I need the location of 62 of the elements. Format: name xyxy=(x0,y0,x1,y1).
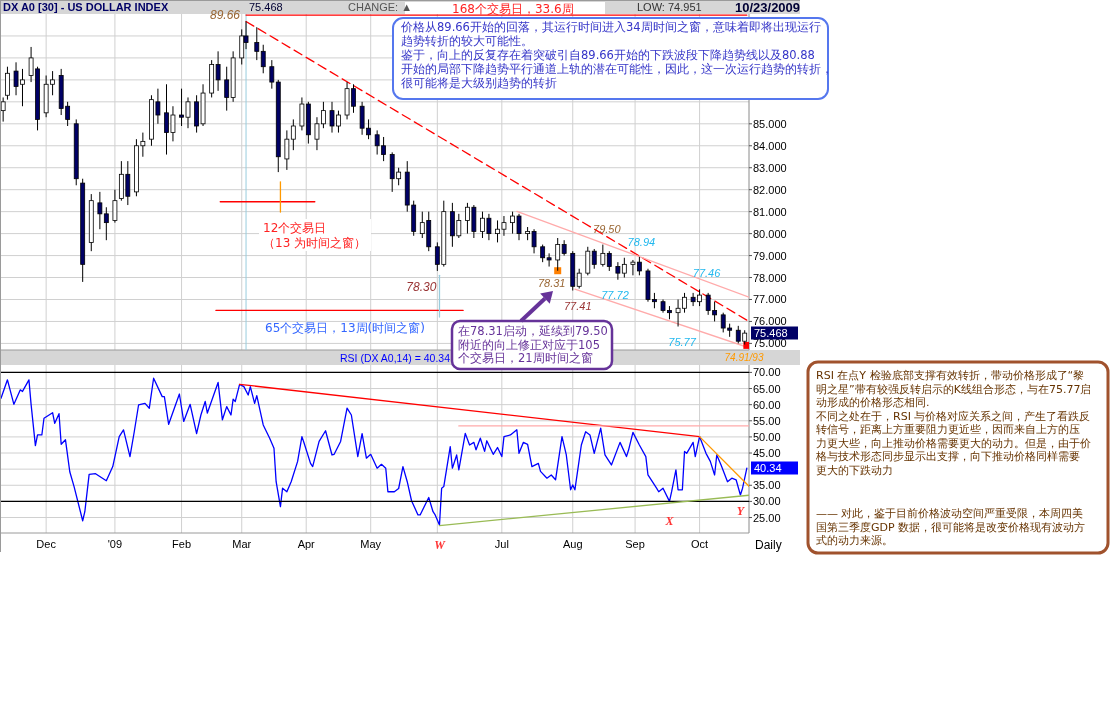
annotation: 77.41 xyxy=(563,300,592,313)
x-tick-label: Apr xyxy=(297,538,316,550)
text: RSI (DX A0,14) = 40.34 xyxy=(339,352,451,364)
annotation: 89.66 xyxy=(210,7,241,22)
annotation: 77.46 xyxy=(692,267,722,280)
x-tick-label: Jul xyxy=(494,538,509,550)
text: —— 对此，鉴于目前价格波动空间严重受限，本周四美国第三季度GDP 数据，很可能将是改变价格现有波动方式的动力来源。 xyxy=(816,507,1086,547)
line-series xyxy=(1,377,748,526)
annotation: 65个交易日，13周(时间之窗) xyxy=(265,321,425,335)
y-tick-label: 70.00 xyxy=(753,366,781,379)
y-tick-label: 25.00 xyxy=(753,511,781,524)
text: 不同之处在于，RSI 与价格对应关系之间，产生了看跌反转信号，距离上方重要阻力更近些，因而来自上方的压力更大些，向上推动价格需要更大的动力。但是，由于价格与技术形态同步显示出支撑，向下推动价格同样需要更大的下跌动力 xyxy=(815,409,1091,477)
y-tick-label: 75.000 xyxy=(753,337,787,350)
annotation: Y xyxy=(736,503,746,518)
text: LOW: 74.951 xyxy=(637,1,702,13)
annotation: 79.50 xyxy=(593,222,622,235)
text: 74.91/93 xyxy=(724,352,764,363)
text: 75.468 xyxy=(249,1,283,13)
annotation: 77.72 xyxy=(601,289,629,301)
x-tick-label: Sep xyxy=(625,538,645,550)
y-tick-label: 35.00 xyxy=(753,479,781,492)
y-tick-label: 83.000 xyxy=(753,161,787,174)
annotation: W xyxy=(434,537,447,552)
x-tick-label: Feb xyxy=(172,538,192,550)
annotation: X xyxy=(664,513,675,528)
y-tick-label: 76.000 xyxy=(753,315,787,328)
y-tick-label: 77.000 xyxy=(753,293,787,306)
annotation: 75.77 xyxy=(668,336,697,348)
annotation: 168个交易日，33.6周 xyxy=(452,2,574,16)
y-tick-label: 55.00 xyxy=(753,414,781,427)
x-tick-label: Aug xyxy=(562,538,583,550)
annotation: 78.94 xyxy=(627,235,656,248)
annotation: 鉴于，向上的反复存在着突破引自89.66开始的下跌波段下降趋势线以及80.88开始的局部下降趋势平行通道上轨的潜在可能性，因此，这一次运行趋势的转折，很可能将是大级别趋势的转折 xyxy=(401,48,833,90)
y-tick-label: 45.00 xyxy=(753,447,781,460)
y-tick-label: 65.00 xyxy=(753,382,781,395)
chart-title: DX A0 [30] - US DOLLAR INDEX xyxy=(3,1,169,13)
x-tick-label: Mar xyxy=(232,538,252,550)
text: CHANGE: ▲ xyxy=(348,1,413,13)
text: 75.468 xyxy=(754,327,788,339)
text: 40.34 xyxy=(754,462,782,474)
annotation: 78.30 xyxy=(406,279,437,294)
y-tick-label: 78.000 xyxy=(753,271,787,284)
y-tick-label: 79.000 xyxy=(753,249,787,262)
y-tick-label: 81.000 xyxy=(753,205,787,218)
annotation: 10/23/2009 xyxy=(735,0,801,15)
y-tick-label: 82.000 xyxy=(753,183,787,196)
annotation: 78.31 xyxy=(537,276,566,289)
y-tick-label: 30.00 xyxy=(753,495,781,508)
y-tick-label: 60.00 xyxy=(753,398,781,411)
annotation: 12个交易日（13 为时间之窗） xyxy=(263,221,367,250)
y-tick-label: 85.000 xyxy=(753,117,787,130)
text: Daily xyxy=(755,538,782,552)
x-tick-label: Oct xyxy=(691,538,709,550)
x-tick-label: Dec xyxy=(36,538,57,550)
annotation: 价格从89.66开始的回落，其运行时间进入34周时间之窗，意味着即将出现运行趋势转折的较大可能性。 xyxy=(400,20,821,48)
y-tick-label: 80.000 xyxy=(753,227,787,240)
x-tick-label: '09 xyxy=(107,538,123,550)
annotation: 在78.31启动，延续到79.50附近的向上修正对应于105个交易日，21周时间之窗 xyxy=(458,324,608,365)
y-tick-label: 84.000 xyxy=(753,139,787,152)
text: RSI 在点Y 检验底部支撑有效转折，带动价格形成了“黎明之星”带有较强反转启示的K线组合形态，与在75.77启动形成的价格形态相同. xyxy=(816,369,1092,409)
x-tick-label: May xyxy=(360,538,382,550)
y-tick-label: 50.00 xyxy=(753,430,781,443)
